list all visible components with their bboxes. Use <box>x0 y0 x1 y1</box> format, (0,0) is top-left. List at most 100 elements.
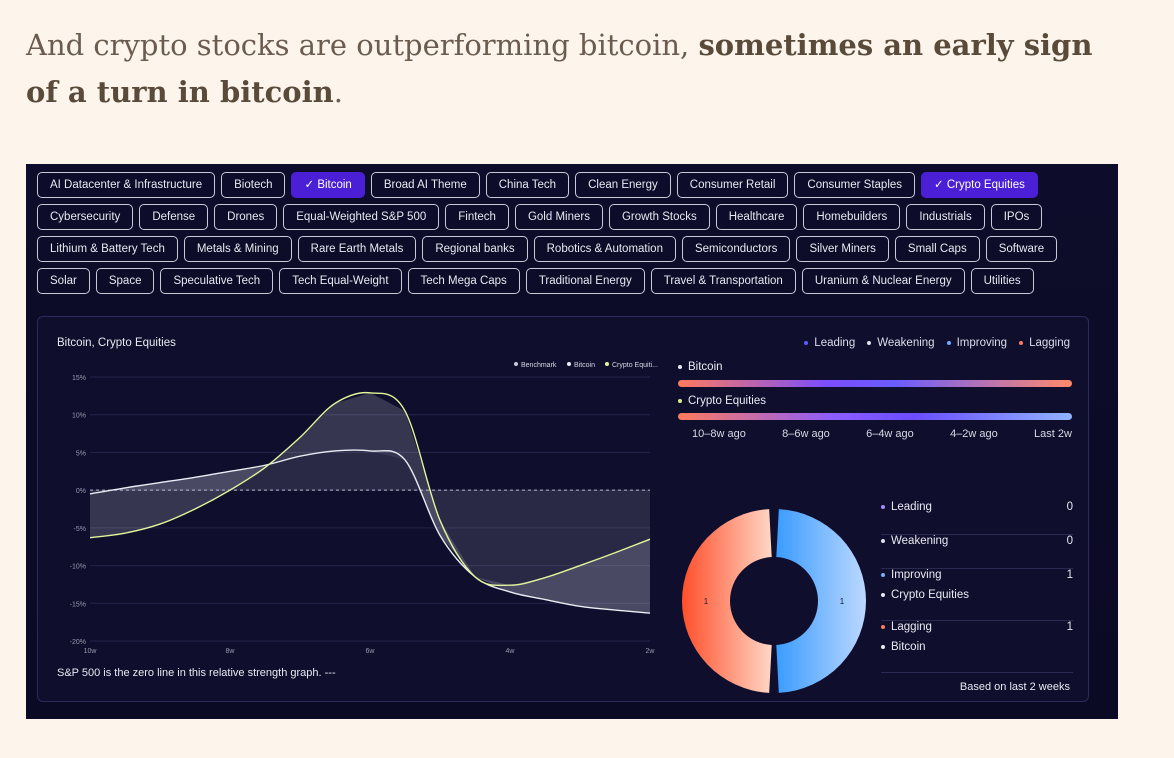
lagging-slice <box>681 509 772 693</box>
timeline-label: 4–2w ago <box>950 428 998 440</box>
theme-chip[interactable]: Regional banks <box>422 236 528 262</box>
timeline-row-label: Bitcoin <box>688 361 723 373</box>
legend-dot-icon <box>804 340 809 345</box>
legend-item: Weakening <box>867 337 935 349</box>
slice-value-label: 1 <box>840 597 845 606</box>
legend-label: Weakening <box>877 337 935 349</box>
theme-chip[interactable]: Gold Miners <box>514 204 603 230</box>
theme-chip[interactable]: Fintech <box>445 204 509 230</box>
quadrant-member: Crypto Equities <box>881 589 1073 601</box>
quadrant-name: Lagging <box>891 621 932 633</box>
legend-dot-icon <box>867 340 872 345</box>
theme-chip-bar: AI Datacenter & Infrastructure Biotech ✓ B… <box>37 172 1107 294</box>
quadrant-count: 0 <box>1066 501 1073 513</box>
theme-chip[interactable]: Uranium & Nuclear Energy <box>801 268 965 294</box>
theme-chip[interactable]: Lithium & Battery Tech <box>37 236 178 262</box>
headline-normal: And crypto stocks are outperforming bitc… <box>26 28 699 62</box>
theme-chip[interactable]: Industrials <box>906 204 985 230</box>
theme-chip[interactable]: Solar <box>37 268 90 294</box>
theme-chip[interactable]: Defense <box>139 204 209 230</box>
theme-chip[interactable]: Healthcare <box>715 204 798 230</box>
theme-chip[interactable]: Semiconductors <box>681 236 791 262</box>
theme-chip[interactable]: ✓ Crypto Equities <box>921 172 1038 198</box>
y-tick-label: 15% <box>72 375 86 382</box>
series-legend-dot <box>605 362 609 366</box>
quadrant-count: 1 <box>1066 569 1073 581</box>
theme-chip[interactable]: Tech Equal-Weight <box>279 268 402 294</box>
theme-chip[interactable]: Tech Mega Caps <box>407 268 520 294</box>
member-name: Bitcoin <box>891 641 926 653</box>
timeline-label: Last 2w <box>1034 428 1072 440</box>
theme-chip[interactable]: Small Caps <box>894 236 980 262</box>
slice-value-label: 1 <box>704 597 709 606</box>
theme-chip[interactable]: Software <box>985 236 1058 262</box>
theme-chip[interactable]: Metals & Mining <box>183 236 292 262</box>
legend-item: Lagging <box>1019 337 1070 349</box>
headline-bold: sometimes an early sign of a turn in bit… <box>26 28 1093 109</box>
quadrant-label: Leading <box>881 501 1073 513</box>
legend-item: Improving <box>946 337 1007 349</box>
card-title: Bitcoin, Crypto Equities <box>57 337 176 349</box>
crypto-dot-icon <box>678 398 682 403</box>
theme-chip[interactable]: Travel & Transportation <box>650 268 796 294</box>
y-tick-label: -10% <box>70 564 86 571</box>
x-tick-label: 8w <box>226 648 236 655</box>
dashboard-panel: AI Datacenter & Infrastructure Biotech ✓ B… <box>26 164 1118 719</box>
bitcoin-area <box>90 450 650 614</box>
quadrant-label: Improving <box>881 569 1073 581</box>
theme-chip[interactable]: Silver Miners <box>796 236 889 262</box>
theme-chip[interactable]: Homebuilders <box>803 204 901 230</box>
x-tick-label: 2w <box>646 648 656 655</box>
based-on-note: Based on last 2 weeks <box>959 681 1070 693</box>
chart-footnote: S&P 500 is the zero line in this relativ… <box>57 667 336 679</box>
theme-chip[interactable]: Rare Earth Metals <box>297 236 417 262</box>
theme-chip[interactable]: Cybersecurity <box>37 204 134 230</box>
y-tick-label: 5% <box>76 450 86 457</box>
legend-label: Lagging <box>1029 337 1070 349</box>
y-tick-label: 10% <box>72 413 86 420</box>
theme-chip[interactable]: Speculative Tech <box>160 268 274 294</box>
headline: And crypto stocks are outperforming bitc… <box>26 22 1126 116</box>
theme-chip[interactable]: Consumer Retail <box>676 172 789 198</box>
timeline-row-label: Crypto Equities <box>688 395 766 407</box>
theme-chip[interactable]: Broad AI Theme <box>370 172 480 198</box>
theme-chip[interactable]: Traditional Energy <box>525 268 645 294</box>
theme-chip[interactable]: Biotech <box>221 172 286 198</box>
bitcoin-timeline-bar <box>678 380 1072 387</box>
quadrant-dot-icon <box>881 538 885 543</box>
theme-chip[interactable]: ✓ Bitcoin <box>291 172 365 198</box>
crypto-timeline-bar <box>678 413 1072 420</box>
theme-chip[interactable]: Drones <box>214 204 278 230</box>
theme-chip[interactable]: IPOs <box>990 204 1043 230</box>
theme-chip[interactable]: China Tech <box>485 172 570 198</box>
theme-chip[interactable]: Growth Stocks <box>608 204 710 230</box>
quadrant-row-lagging: Lagging 1 Bitcoin <box>881 621 1073 673</box>
theme-chip[interactable]: Clean Energy <box>575 172 671 198</box>
theme-chip[interactable]: Robotics & Automation <box>533 236 676 262</box>
timeline-label: 8–6w ago <box>782 428 830 440</box>
x-tick-label: 6w <box>366 648 376 655</box>
quadrant-row-improving: Improving 1 Crypto Equities <box>881 569 1073 621</box>
legend-dot-icon <box>1019 340 1024 345</box>
theme-chip[interactable]: Utilities <box>970 268 1034 294</box>
theme-chip[interactable]: Space <box>95 268 155 294</box>
x-tick-label: 10w <box>84 648 98 655</box>
theme-chip[interactable]: Consumer Staples <box>794 172 916 198</box>
quadrant-row-weakening: Weakening 0 <box>881 535 1073 569</box>
spread-area <box>90 392 650 614</box>
series-legend-label: Bitcoin <box>574 362 595 369</box>
quadrant-name: Improving <box>891 569 942 581</box>
quadrant-legend: Leading Weakening Improving Lagging <box>804 337 1070 349</box>
y-tick-label: 0% <box>76 488 86 495</box>
theme-chip[interactable]: AI Datacenter & Infrastructure <box>37 172 216 198</box>
quadrant-dot-icon <box>881 572 885 577</box>
timeline-row-crypto-equities: Crypto Equities <box>678 395 766 407</box>
quadrant-member: Bitcoin <box>881 641 1073 653</box>
quadrant-count: 1 <box>1066 621 1073 633</box>
y-tick-label: -20% <box>70 639 86 646</box>
series-legend-label: Crypto Equiti... <box>612 362 658 369</box>
bitcoin-line <box>89 449 651 614</box>
theme-chip[interactable]: Equal-Weighted S&P 500 <box>283 204 440 230</box>
quadrant-name: Weakening <box>891 535 949 547</box>
